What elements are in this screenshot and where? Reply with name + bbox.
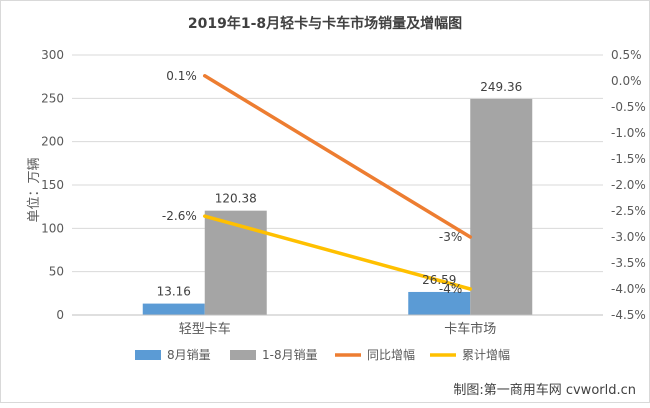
y-right-tick-label: -4.5%: [611, 308, 646, 322]
y-right-tick-label: -1.5%: [611, 152, 646, 166]
legend: 8月销量 1-8月销量 同比增幅 累计增幅: [135, 347, 510, 362]
bar-data-label: 26.59: [422, 273, 456, 287]
y-right-tick-label: -1.0%: [611, 126, 646, 140]
line-data-label: -3%: [439, 230, 462, 244]
legend-label: 8月销量: [167, 348, 211, 362]
y-right-tick-label: -2.0%: [611, 178, 646, 192]
bar: [204, 210, 267, 315]
y-axis-left-title: 单位：万辆: [27, 157, 42, 222]
y-right-tick-label: -2.5%: [611, 204, 646, 218]
data-labels-layer: 13.16 26.59 120.38 249.36 0.1% -3% -2.6% -4%: [157, 69, 523, 299]
x-tick-label: 轻型卡车: [179, 321, 231, 337]
line-data-label: -4%: [439, 282, 462, 296]
legend-label: 同比增幅: [367, 347, 415, 362]
bar: [142, 303, 205, 315]
series-line: [203, 74, 472, 239]
y-left-tick-label: 0: [56, 308, 64, 322]
legend-label: 1-8月销量: [262, 348, 318, 362]
bar-data-label: 120.38: [215, 192, 257, 206]
y-left-tick-label: 250: [41, 91, 64, 105]
bar: [470, 98, 533, 315]
line-data-label: -2.6%: [162, 209, 197, 223]
y-right-tick-label: 0.5%: [611, 48, 642, 62]
bars-layer: [142, 98, 533, 315]
bar: [408, 291, 471, 315]
watermark-text: 制图:第一商用车网 cvworld.cn: [453, 382, 636, 398]
y-left-tick-label: 300: [41, 48, 64, 62]
legend-swatch: [230, 350, 256, 360]
legend-label: 累计增幅: [462, 347, 510, 362]
x-tick-label: 卡车市场: [444, 321, 496, 337]
y-right-tick-label: -3.0%: [611, 230, 646, 244]
y-right-tick-label: -3.5%: [611, 256, 646, 270]
bar-data-label: 249.36: [480, 80, 522, 94]
series-line: [203, 214, 472, 291]
y-right-tick-label: -0.5%: [611, 100, 646, 114]
y-left-tick-label: 100: [41, 221, 64, 235]
y-left-tick-label: 50: [49, 265, 64, 279]
y-left-tick-label: 200: [41, 135, 64, 149]
lines-layer: [203, 74, 472, 291]
y-right-tick-label: 0.0%: [611, 74, 642, 88]
axes-layer: 0 50 100 150 200 250 300 0.5% 0.0% -0.5% -1.0% -1.5…: [41, 48, 646, 337]
y-left-tick-label: 150: [41, 178, 64, 192]
line-data-label: 0.1%: [166, 69, 197, 83]
legend-swatch: [135, 350, 161, 360]
chart-title: 2019年1-8月轻卡与卡车市场销量及增幅图: [188, 15, 462, 32]
y-right-tick-label: -4.0%: [611, 282, 646, 296]
bar-data-label: 13.16: [157, 285, 191, 299]
